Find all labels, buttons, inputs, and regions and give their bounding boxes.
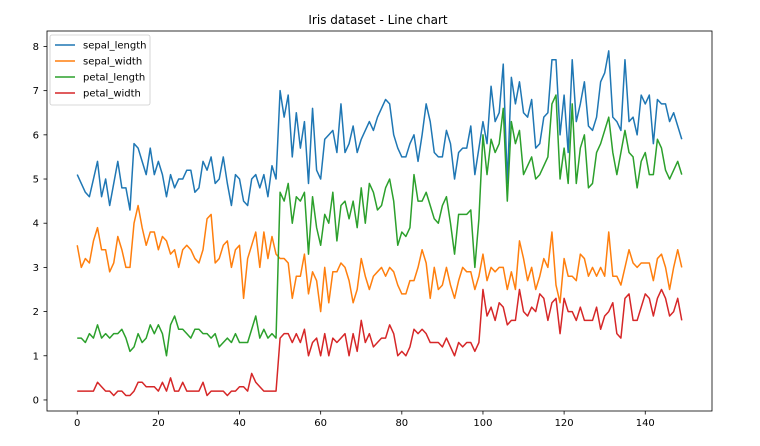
- legend-label-petal_length: petal_length: [83, 73, 145, 84]
- x-tick-label: 0: [74, 418, 80, 429]
- y-tick-label: 2: [33, 307, 39, 318]
- x-axis: 0 20 40 60 80 100 120 140: [74, 411, 655, 429]
- y-axis: 0 1 2 3 4 5 6 7 8: [33, 42, 47, 406]
- legend-label-sepal_width: sepal_width: [83, 57, 142, 68]
- plot-area: [76, 50, 683, 397]
- x-tick-label: 20: [152, 418, 165, 429]
- x-tick-label: 60: [314, 418, 327, 429]
- legend-box: [49, 34, 151, 106]
- x-tick-label: 100: [473, 418, 492, 429]
- y-tick-label: 6: [33, 130, 39, 141]
- series-line-sepal_width: [76, 204, 683, 313]
- y-tick-label: 7: [33, 86, 39, 97]
- y-tick-label: 1: [33, 351, 39, 362]
- x-tick-label: 80: [395, 418, 408, 429]
- x-tick-label: 40: [233, 418, 246, 429]
- y-tick-label: 4: [33, 219, 39, 230]
- y-tick-label: 3: [33, 263, 39, 274]
- y-tick-label: 5: [33, 175, 39, 186]
- y-tick-label: 8: [33, 42, 39, 53]
- legend: sepal_length sepal_width petal_lengthpetal…: [49, 34, 151, 106]
- axes-frame: [46, 30, 713, 412]
- x-tick-label: 140: [636, 418, 655, 429]
- legend-label-petal_width: petal_width: [83, 89, 141, 100]
- legend-label-sepal_length: sepal_length: [83, 41, 147, 52]
- x-tick-label: 120: [555, 418, 574, 429]
- series-line-petal_width: [77, 288, 683, 397]
- series-line-sepal_length: [76, 50, 683, 211]
- chart-title: Iris dataset - Line chart: [308, 13, 448, 27]
- y-tick-label: 0: [33, 395, 39, 406]
- series-line-petal_length: [77, 94, 683, 357]
